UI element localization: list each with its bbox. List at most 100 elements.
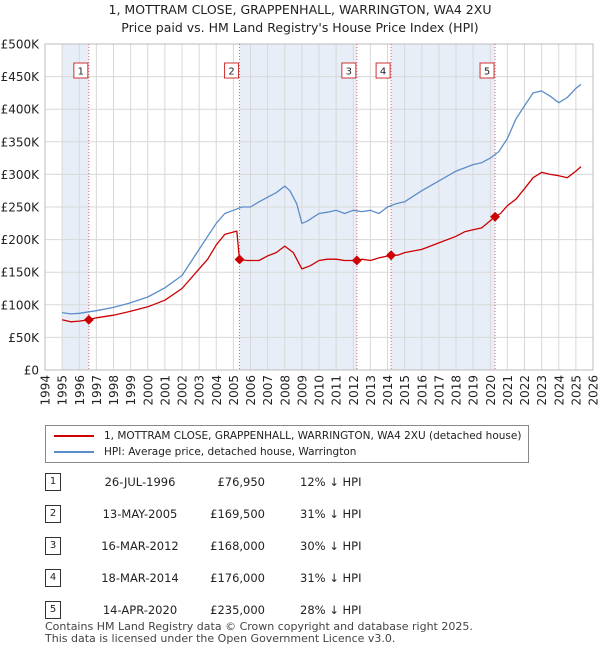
price-chart: 1, MOTTRAM CLOSE, GRAPPENHALL, WARRINGTO… [1, 2, 600, 406]
chart-title-line1: 1, MOTTRAM CLOSE, GRAPPENHALL, WARRINGTO… [109, 2, 492, 17]
x-tick-label: 1996 [73, 375, 87, 406]
sale-marker-lines [88, 44, 496, 370]
sale-date: 26-JUL-1996 [104, 475, 176, 489]
x-tick-label: 1999 [124, 375, 138, 406]
y-tick-label: £400K [1, 103, 41, 117]
legend-price-label: 1, MOTTRAM CLOSE, GRAPPENHALL, WARRINGTO… [104, 430, 522, 442]
x-tick-label: 2013 [364, 375, 378, 406]
legend-item-hpi: HPI: Average price, detached house, Warr… [54, 444, 356, 460]
sale-price: £168,000 [210, 539, 265, 553]
x-tick-label: 2011 [330, 375, 344, 406]
x-tick-label: 2004 [210, 375, 224, 406]
chart-title-line2: Price paid vs. HM Land Registry's House … [121, 20, 478, 35]
sale-label-number: 5 [484, 67, 490, 78]
sale-number-badge: 4 [45, 569, 61, 587]
sale-number-badge: 2 [45, 505, 61, 523]
sale-date: 14-APR-2020 [102, 603, 178, 617]
x-tick-label: 2009 [295, 375, 309, 406]
x-tick-label: 2003 [193, 375, 207, 406]
sale-label-box [73, 62, 89, 79]
sale-label-box [341, 62, 357, 79]
x-tick-label: 2019 [467, 375, 481, 406]
x-tick-label: 2001 [158, 375, 172, 406]
footer: Contains HM Land Registry data © Crown c… [45, 621, 473, 645]
x-tick-label: 2021 [501, 375, 515, 406]
sale-row: 3 16-MAR-2012 £168,000 30% ↓ HPI [45, 536, 525, 556]
x-tick-label: 1998 [107, 375, 121, 406]
sale-hpi-diff: 31% ↓ HPI [300, 507, 362, 521]
sale-hpi-diff: 30% ↓ HPI [300, 539, 362, 553]
sale-price: £176,000 [210, 571, 265, 585]
y-tick-label: £250K [1, 201, 41, 215]
sale-date: 16-MAR-2012 [101, 539, 179, 553]
sale-label-number: 4 [380, 67, 386, 78]
x-tick-label: 1995 [56, 375, 70, 406]
sale-row: 1 26-JUL-1996 £76,950 12% ↓ HPI [45, 472, 525, 492]
y-tick-label: £450K [1, 70, 41, 84]
y-tick-label: £0 [24, 364, 39, 378]
sale-label-box [224, 62, 240, 79]
legend: 1, MOTTRAM CLOSE, GRAPPENHALL, WARRINGTO… [45, 425, 529, 463]
x-tick-label: 2010 [313, 375, 327, 406]
y-tick-label: £100K [1, 298, 41, 312]
sale-point [351, 255, 362, 266]
x-tick-label: 2016 [415, 375, 429, 406]
sale-point [234, 254, 245, 265]
x-tick-label: 2015 [398, 375, 412, 406]
sale-price: £76,950 [217, 475, 265, 489]
sale-row: 5 14-APR-2020 £235,000 28% ↓ HPI [45, 600, 525, 620]
x-tick-label: 1997 [90, 375, 104, 406]
y-axis-ticks: £0 £50K £100K £150K £200K £250K £300K £350K £400… [1, 38, 41, 378]
x-axis-ticks: 1994 1995 1996 1997 1998 1999 2000 2001 2002 2003… [39, 375, 600, 406]
y-tick-label: £200K [1, 233, 41, 247]
legend-hpi-swatch [54, 451, 94, 453]
sale-label-number: 3 [346, 67, 352, 78]
sale-number-badge: 5 [45, 601, 61, 619]
x-tick-label: 2024 [552, 375, 566, 406]
sale-date: 18-MAR-2014 [101, 571, 179, 585]
x-tick-label: 2018 [450, 375, 464, 406]
x-tick-label: 2014 [381, 375, 395, 406]
x-tick-label: 2007 [261, 375, 275, 406]
sale-price: £169,500 [210, 507, 265, 521]
x-tick-label: 2005 [227, 375, 241, 406]
legend-item-price: 1, MOTTRAM CLOSE, GRAPPENHALL, WARRINGTO… [54, 428, 521, 444]
x-tick-label: 2008 [278, 375, 292, 406]
x-tick-label: 2020 [484, 375, 498, 406]
y-tick-label: £350K [1, 135, 41, 149]
sale-row: 2 13-MAY-2005 £169,500 31% ↓ HPI [45, 504, 525, 524]
x-tick-label: 2023 [535, 375, 549, 406]
grid [44, 43, 594, 371]
footer-licence: This data is licensed under the Open Gov… [45, 632, 396, 645]
sale-label-box [375, 62, 391, 79]
legend-price-swatch [54, 435, 94, 437]
price-paid-line [61, 166, 582, 323]
sale-label-box [479, 62, 495, 79]
y-tick-label: £500K [1, 38, 41, 52]
x-tick-label: 1994 [39, 375, 53, 406]
x-tick-label: 2012 [347, 375, 361, 406]
x-tick-label: 2022 [518, 375, 532, 406]
sale-date: 13-MAY-2005 [102, 507, 178, 521]
sale-row: 4 18-MAR-2014 £176,000 31% ↓ HPI [45, 568, 525, 588]
x-tick-label: 2002 [176, 375, 190, 406]
y-tick-label: £150K [1, 266, 41, 280]
sale-hpi-diff: 12% ↓ HPI [300, 475, 362, 489]
sale-label-number: 2 [228, 67, 234, 78]
sale-label-number: 1 [78, 67, 84, 78]
plot-border [44, 43, 594, 371]
series [61, 83, 582, 323]
x-tick-label: 2025 [569, 375, 583, 406]
x-tick-label: 2017 [432, 375, 446, 406]
sale-hpi-diff: 31% ↓ HPI [300, 571, 362, 585]
x-tick-label: 2000 [141, 375, 155, 406]
y-tick-label: £50K [8, 331, 40, 345]
x-tick-label: 2006 [244, 375, 258, 406]
sale-price: £235,000 [210, 603, 265, 617]
sale-point [490, 211, 500, 222]
legend-hpi-label: HPI: Average price, detached house, Warr… [104, 446, 357, 458]
sale-hpi-diff: 28% ↓ HPI [300, 603, 362, 617]
sale-number-labels: 1 2 3 4 5 [73, 62, 495, 79]
x-tick-label: 2026 [587, 375, 600, 406]
footer-copyright: Contains HM Land Registry data © Crown c… [45, 620, 473, 633]
